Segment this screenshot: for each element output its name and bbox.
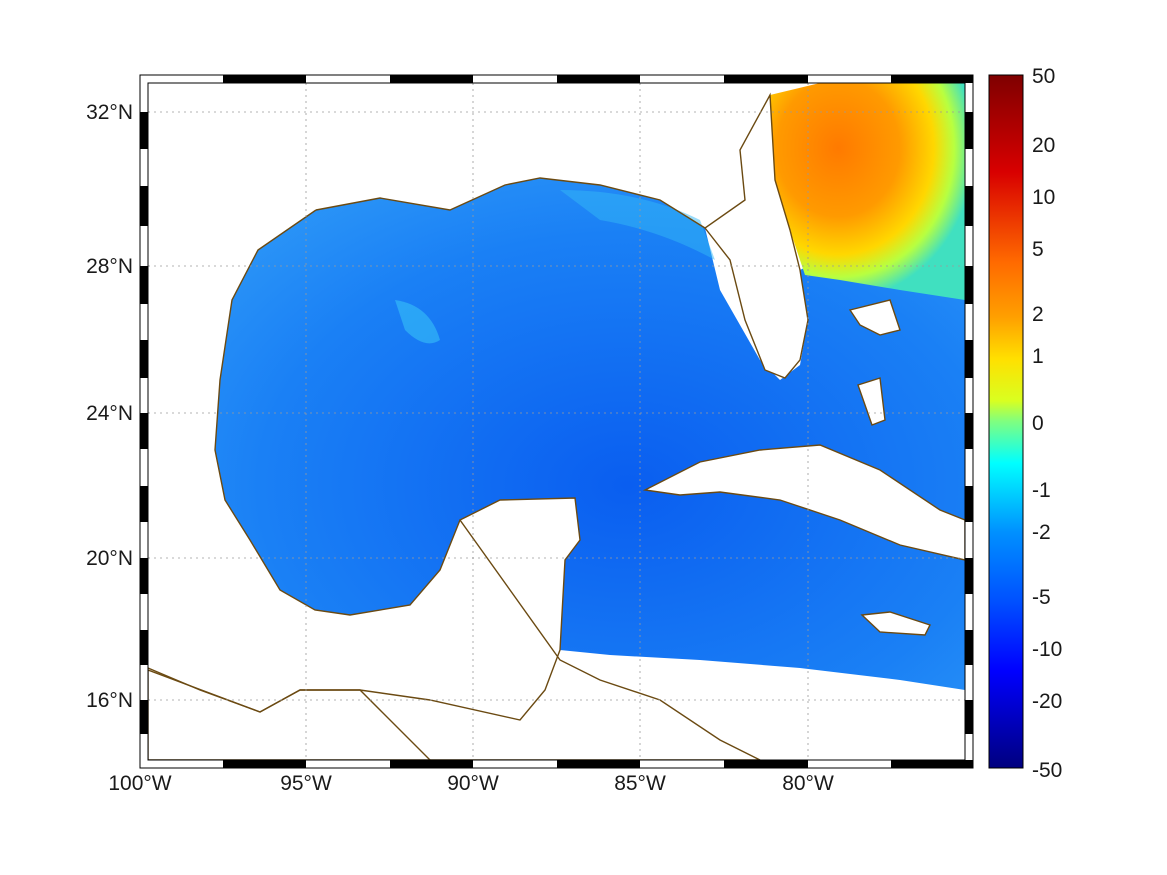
colorbar-tick-label: 5 xyxy=(1032,238,1044,261)
lon-tick-label: 100°W xyxy=(108,772,171,795)
colorbar-tick-label: 1 xyxy=(1032,345,1044,368)
andros xyxy=(857,377,886,426)
cyan-patch-1 xyxy=(395,300,440,344)
colorbar-tick-label: -2 xyxy=(1032,521,1051,544)
lat-tick-label: 24°N xyxy=(86,402,133,425)
lat-tick-label: 16°N xyxy=(86,689,133,712)
colorbar-tick-label: -50 xyxy=(1032,759,1062,782)
colorbar-tick-label: 10 xyxy=(1032,186,1055,209)
colorbar-gradient xyxy=(988,74,1024,769)
data-field xyxy=(215,83,965,690)
colorbar-tick-label: 50 xyxy=(1032,65,1055,88)
coastline xyxy=(148,177,706,760)
land xyxy=(148,92,965,760)
colorbar-tick-label: 20 xyxy=(1032,134,1055,157)
lat-tick-label: 28°N xyxy=(86,255,133,278)
map-frame xyxy=(139,74,974,769)
lon-labels: 100°W 95°W 90°W 85°W 80°W xyxy=(108,772,834,795)
jamaica xyxy=(860,611,931,636)
colorbar-tick-label: -20 xyxy=(1032,690,1062,713)
atlantic-warm-field xyxy=(770,83,965,300)
lon-tick-label: 85°W xyxy=(614,772,666,795)
colorbar: 50 20 10 5 2 1 0 -1 -2 -5 -10 -20 -50 xyxy=(988,65,1062,782)
bahamas xyxy=(848,299,901,336)
lat-labels: 32°N 28°N 24°N 20°N 16°N xyxy=(86,101,133,712)
colorbar-tick-label: 0 xyxy=(1032,412,1044,435)
florida xyxy=(703,92,809,379)
cuba xyxy=(642,444,965,561)
colorbar-tick-label: -10 xyxy=(1032,638,1062,661)
lat-tick-label: 32°N xyxy=(86,101,133,124)
cyan-patch-2 xyxy=(560,190,715,260)
grid xyxy=(148,83,965,760)
colorbar-tick-label: -5 xyxy=(1032,586,1051,609)
lon-tick-label: 95°W xyxy=(280,772,332,795)
lon-tick-label: 80°W xyxy=(782,772,834,795)
colorbar-tick-label: 2 xyxy=(1032,303,1044,326)
lat-tick-label: 20°N xyxy=(86,547,133,570)
colorbar-tick-label: -1 xyxy=(1032,479,1051,502)
lon-tick-label: 90°W xyxy=(447,772,499,795)
